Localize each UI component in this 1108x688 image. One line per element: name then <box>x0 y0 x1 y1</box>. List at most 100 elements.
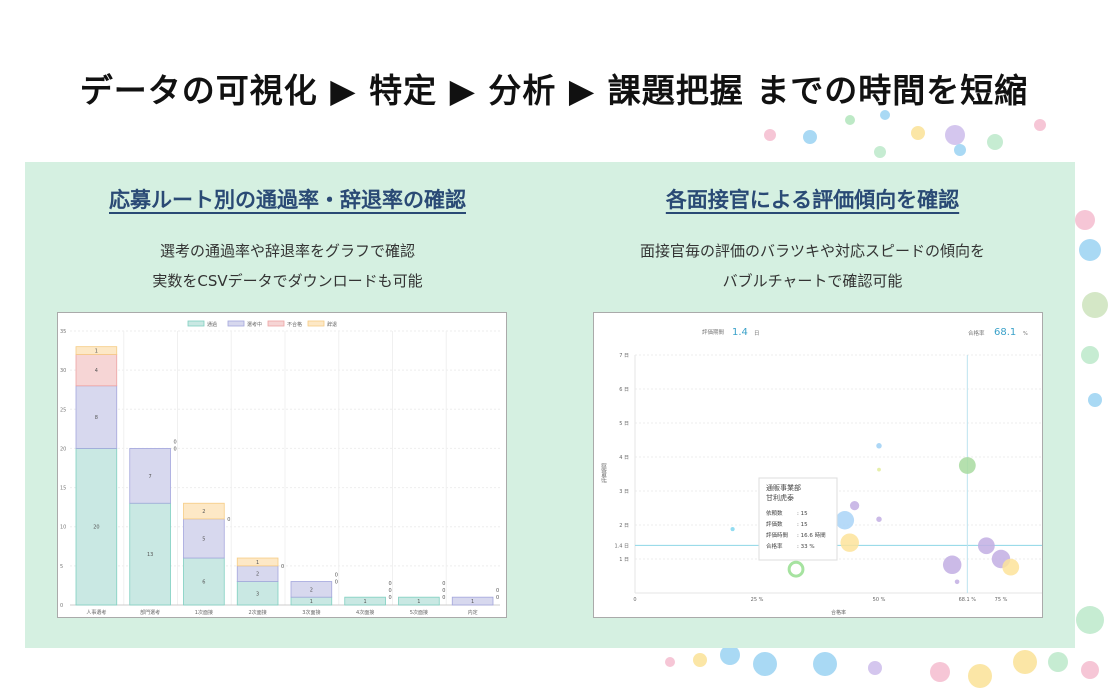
y-tick-label: 7 日 <box>619 353 629 359</box>
x-tick-label: 3次面接 <box>302 609 320 616</box>
decorative-dot <box>1088 393 1102 407</box>
data-label: 6 <box>202 580 205 586</box>
data-label: 0 <box>335 580 338 586</box>
decorative-dot <box>968 664 992 688</box>
tooltip-department: 通販事業部 <box>766 483 801 492</box>
data-label: 1 <box>95 349 98 355</box>
decorative-dot <box>987 134 1003 150</box>
feature-panel: 応募ルート別の通過率・辞退率の確認 選考の通過率や辞退率をグラフで確認 実数をCS… <box>25 162 1075 648</box>
y-tick-label: 2 日 <box>619 523 629 529</box>
y-tick-label: 15 <box>60 486 66 492</box>
x-tick-label: 内定 <box>468 609 478 616</box>
decorative-dot <box>1079 239 1101 261</box>
page-title: データの可視化 ▶ 特定 ▶ 分析 ▶ 課題把握 までの時間を短縮 <box>79 71 1029 110</box>
y-tick-label: 10 <box>60 525 66 531</box>
legend-swatch <box>187 320 205 327</box>
decorative-dot <box>911 126 925 140</box>
data-label: 4 <box>95 368 98 374</box>
bar-segment <box>75 385 118 449</box>
x-tick-label: 50 % <box>873 597 886 603</box>
decorative-dot <box>874 146 886 158</box>
y-tick-label: 5 <box>60 564 63 570</box>
bar-segment <box>451 596 494 606</box>
decorative-dot <box>764 129 776 141</box>
decorative-dot <box>845 115 855 125</box>
data-label: 13 <box>147 552 153 558</box>
decorative-dot <box>954 144 966 156</box>
tooltip-key: 依頼数 <box>766 509 783 517</box>
decorative-dot <box>1048 652 1068 672</box>
y-tick-label: 3 日 <box>619 489 629 495</box>
decorative-dot <box>1013 650 1037 674</box>
data-label: 2 <box>310 587 313 593</box>
data-label: 2 <box>256 572 259 578</box>
x-tick-label: 25 % <box>751 597 764 603</box>
tooltip-value: : 33 % <box>797 544 815 550</box>
bubble <box>835 511 855 530</box>
period-value: 1.4 <box>732 327 748 338</box>
y-tick-label: 0 <box>60 603 63 609</box>
x-tick-label: 68.1 % <box>959 597 977 603</box>
decorative-dot <box>803 130 817 144</box>
legend-label: 不合格 <box>287 321 302 328</box>
tooltip-key: 合格率 <box>766 542 783 550</box>
decorative-dot <box>1081 346 1099 364</box>
data-label: 1 <box>417 599 420 605</box>
decorative-dot <box>930 662 950 682</box>
section-heading: 各面接官による評価傾向を確認 <box>665 188 960 212</box>
bubble <box>954 579 960 585</box>
feature-interviewer-trends: 各面接官による評価傾向を確認 面接官毎の評価のバラツキや対応スピードの傾向を バブ… <box>550 162 1075 296</box>
decorative-dot <box>868 661 882 675</box>
bubble <box>849 501 860 511</box>
decorative-dot <box>945 125 965 145</box>
rate-value: 68.1 <box>994 327 1016 338</box>
rate-unit: % <box>1023 331 1028 337</box>
data-label: 0 <box>389 588 392 594</box>
description-line: バブルチャートで確認可能 <box>722 272 903 290</box>
x-tick-label: 4次面接 <box>356 609 374 616</box>
data-label: 8 <box>95 415 98 421</box>
description-line: 選考の通過率や辞退率をグラフで確認 <box>159 242 415 260</box>
bar-segment <box>75 354 118 387</box>
y-tick-label: 35 <box>60 329 66 335</box>
data-label: 0 <box>389 595 392 601</box>
bubble <box>877 467 881 472</box>
decorative-dot <box>1075 210 1095 230</box>
bubble <box>876 443 882 449</box>
y-tick-label: 20 <box>60 446 66 452</box>
data-label: 0 <box>442 595 445 601</box>
decorative-dot <box>1082 292 1108 318</box>
bar-segment <box>398 596 440 606</box>
bar-segment <box>183 502 225 520</box>
y-axis-label: 評価期間 <box>601 463 608 483</box>
y-tick-label: 5 日 <box>619 421 629 427</box>
data-label: 0 <box>281 564 284 570</box>
data-label: 5 <box>202 536 205 542</box>
bar-segment <box>183 518 225 559</box>
feature-route-rates: 応募ルート別の通過率・辞退率の確認 選考の通過率や辞退率をグラフで確認 実数をCS… <box>25 162 550 296</box>
description-line: 実数をCSVデータでダウンロードも可能 <box>152 272 423 290</box>
x-tick-label: 1次面接 <box>195 609 213 616</box>
bubble <box>977 537 995 555</box>
bar-segment <box>290 581 333 598</box>
bar-segment <box>75 448 118 606</box>
decorative-dot <box>1034 119 1046 131</box>
description-line: 面接官毎の評価のバラツキや対応スピードの傾向を <box>639 242 985 260</box>
bubble <box>1002 558 1020 576</box>
y-tick-label: 1.4 日 <box>614 543 629 549</box>
legend-label: 通過 <box>207 321 217 328</box>
y-tick-label: 1 日 <box>619 557 629 563</box>
y-tick-label: 30 <box>60 368 66 374</box>
data-label: 3 <box>256 591 259 597</box>
data-label: 0 <box>389 581 392 587</box>
data-label: 0 <box>442 581 445 587</box>
bubble <box>942 555 962 575</box>
data-label: 0 <box>496 588 499 594</box>
decorative-dot <box>720 645 740 665</box>
bar-segment <box>344 596 386 606</box>
data-label: 0 <box>442 588 445 594</box>
data-label: 0 <box>174 439 177 445</box>
bubble <box>730 526 735 532</box>
tooltip-value: : 15 <box>797 511 808 517</box>
y-tick-label: 25 <box>60 407 66 413</box>
